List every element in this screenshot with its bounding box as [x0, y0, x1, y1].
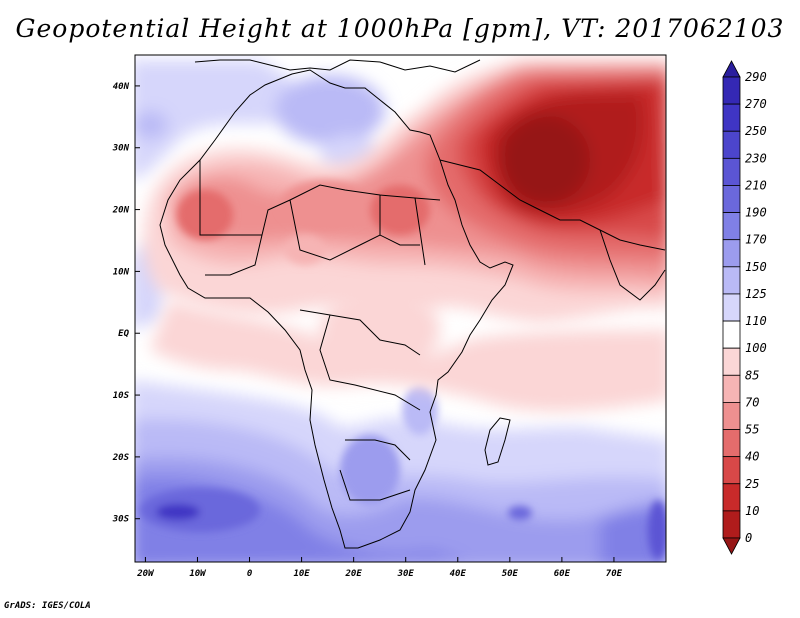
lat-tick-label: 20N: [112, 206, 130, 216]
lon-tick-label: 0: [247, 569, 253, 579]
colorbar-level-label: 40: [745, 450, 759, 464]
colorbar-box: [722, 239, 741, 268]
colorbar-box: [722, 510, 741, 539]
colorbar-box: [722, 76, 741, 105]
coastlines: [159, 59, 666, 549]
colorbar-box: [722, 185, 741, 213]
lat-tick-label: 10S: [113, 391, 130, 401]
colorbar-box: [722, 402, 741, 430]
colorbar-box: [722, 483, 741, 512]
colorbar-box: [722, 212, 741, 241]
colorbar-box: [722, 320, 741, 349]
colorbar-box: [722, 266, 741, 295]
geopotential-field: [135, 55, 666, 562]
lon-tick-label: 20E: [345, 569, 363, 579]
lat-tick-label: 10N: [113, 267, 130, 277]
lon-tick-label: 40E: [450, 569, 467, 579]
arabia-coastline: [439, 159, 666, 251]
colorbar-level-label: 290: [745, 70, 767, 84]
colorbar-level-label: 110: [745, 314, 767, 328]
europe-coastline: [194, 59, 481, 73]
lat-tick-label: EQ: [118, 329, 129, 339]
colorbar-level-label: 230: [745, 151, 767, 165]
colorbar-level-label: 150: [745, 260, 767, 274]
colorbar-level-label: 100: [745, 341, 767, 355]
colorbar-box: [722, 347, 741, 376]
colorbar-level-label: 85: [745, 368, 759, 382]
colorbar-level-label: 10: [745, 504, 759, 518]
colorbar-box: [722, 103, 741, 132]
lat-tick-label: 20S: [112, 453, 130, 463]
colorbar-box: [722, 429, 741, 458]
country-borders-north: [199, 160, 441, 276]
lon-tick-label: 10W: [189, 569, 207, 579]
colorbar-level-label: 0: [745, 531, 752, 545]
lon-tick-label: 20W: [136, 569, 155, 579]
colorbar-level-label: 250: [745, 124, 767, 138]
lon-tick-label: 70E: [606, 569, 623, 579]
colorbar-level-label: 25: [745, 477, 759, 491]
colorbar-bottom-triangle: [722, 537, 741, 555]
lon-tick-label: 10E: [293, 569, 310, 579]
colorbar-level-label: 190: [745, 206, 767, 220]
india-coastline: [599, 229, 666, 301]
lat-tick-label: 30S: [112, 515, 130, 525]
colorbar-box: [722, 130, 741, 159]
colorbar-level-label: 125: [745, 287, 767, 301]
axis-ticks: 20W 10W 0 10E 20E 30E 40E 50E 60E 70E 40N 30N 20N 10N…: [112, 82, 623, 579]
map-frame: [134, 54, 667, 563]
lon-tick-label: 60E: [554, 569, 571, 579]
lat-tick-label: 40N: [113, 82, 130, 92]
country-borders-south: [299, 309, 421, 501]
chart-title: Geopotential Height at 1000hPa [gpm], VT…: [15, 14, 785, 43]
colorbar-top-triangle: [722, 60, 741, 78]
southern-high-cores: [140, 385, 666, 560]
colorbar-box: [722, 157, 741, 186]
colorbar-level-label: 55: [745, 423, 759, 437]
colorbar-level-label: 170: [745, 233, 767, 247]
colorbar-labels: 2902702502302101901701501251101008570554…: [745, 70, 767, 545]
colorbar-box: [722, 374, 741, 403]
equatorial-field: [150, 290, 666, 412]
colorbar-box: [722, 293, 741, 322]
lon-tick-label: 50E: [502, 569, 519, 579]
colorbar-level-label: 270: [745, 97, 767, 111]
lat-tick-label: 30N: [112, 144, 130, 154]
madagascar-coastline: [484, 417, 511, 466]
colorbar-level-label: 210: [745, 178, 767, 192]
colorbar-boxes: [722, 60, 741, 555]
credit-label: GrADS: IGES/COLA: [4, 601, 91, 611]
northern-ridges: [135, 60, 385, 329]
colorbar-level-label: 70: [745, 395, 759, 409]
colorbar-box: [722, 456, 741, 485]
lon-tick-label: 30E: [397, 569, 415, 579]
